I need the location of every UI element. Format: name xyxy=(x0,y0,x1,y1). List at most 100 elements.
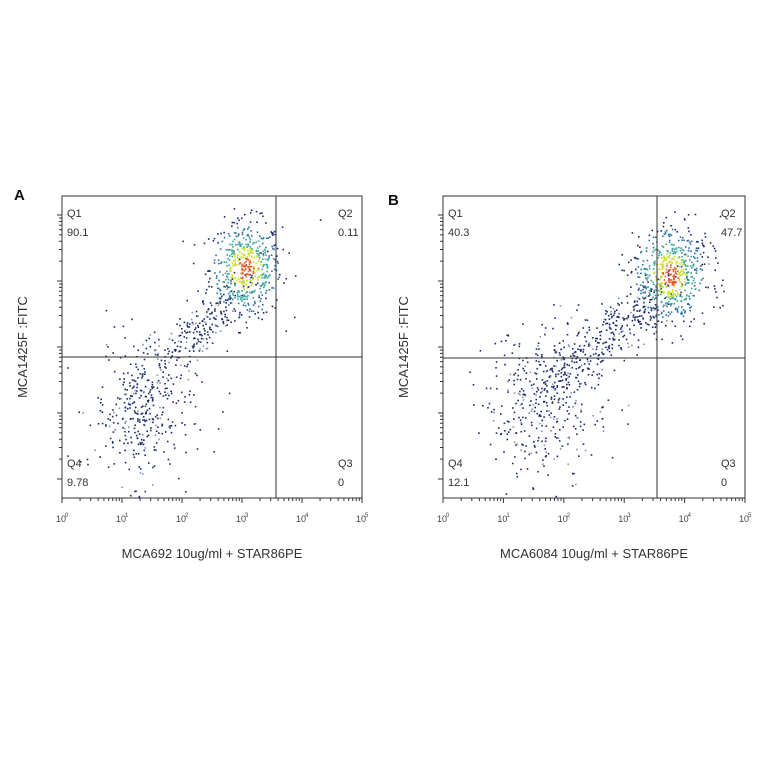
scatter-point xyxy=(229,280,232,282)
scatter-point xyxy=(262,237,264,240)
scatter-point xyxy=(579,383,581,385)
scatter-point xyxy=(689,292,692,294)
scatter-point xyxy=(137,420,139,422)
x-tick-label: 10 xyxy=(296,514,306,524)
scatter-point xyxy=(592,337,594,339)
scatter-point xyxy=(144,424,146,427)
scatter-point xyxy=(254,289,256,292)
scatter-point xyxy=(537,389,540,391)
scatter-point xyxy=(572,352,574,355)
scatter-point xyxy=(144,447,146,449)
scatter-point xyxy=(613,314,615,317)
scatter-point xyxy=(184,330,186,332)
scatter-point xyxy=(637,258,640,260)
quadrant-value: 40.3 xyxy=(448,227,469,239)
scatter-point xyxy=(575,357,577,360)
scatter-point xyxy=(596,327,598,329)
scatter-point xyxy=(671,258,673,260)
scatter-point xyxy=(689,241,691,243)
scatter-point xyxy=(169,425,171,427)
scatter-point xyxy=(678,239,680,242)
scatter-point xyxy=(97,423,100,425)
scatter-point xyxy=(515,402,517,405)
scatter-point xyxy=(125,438,127,441)
scatter-point xyxy=(678,278,681,280)
scatter-point xyxy=(176,359,178,361)
scatter-point xyxy=(87,463,89,466)
scatter-point xyxy=(123,442,125,445)
scatter-point xyxy=(234,294,236,297)
scatter-point xyxy=(663,222,665,224)
scatter-point xyxy=(263,284,266,287)
scatter-point xyxy=(136,390,138,392)
scatter-point xyxy=(192,262,195,265)
scatter-point xyxy=(575,377,578,379)
scatter-point xyxy=(629,331,631,334)
scatter-point xyxy=(622,317,624,319)
scatter-point xyxy=(626,302,629,304)
scatter-point xyxy=(239,331,241,334)
scatter-point xyxy=(183,336,186,338)
scatter-point xyxy=(194,337,197,340)
scatter-point xyxy=(665,263,668,265)
scatter-point xyxy=(674,271,677,273)
scatter-point xyxy=(671,228,674,231)
scatter-point xyxy=(105,355,107,358)
scatter-point xyxy=(232,251,235,253)
scatter-point xyxy=(249,278,251,281)
scatter-point xyxy=(86,458,89,461)
scatter-point xyxy=(276,255,278,257)
scatter-point xyxy=(608,318,611,320)
scatter-point xyxy=(218,279,220,282)
scatter-point xyxy=(133,386,135,388)
scatter-point xyxy=(684,263,686,266)
scatter-point xyxy=(602,342,604,345)
scatter-point xyxy=(232,310,234,312)
scatter-point xyxy=(129,363,132,366)
scatter-point xyxy=(248,291,251,294)
scatter-point xyxy=(562,404,564,406)
scatter-point xyxy=(250,265,253,268)
scatter-point xyxy=(654,323,656,325)
scatter-point xyxy=(537,403,540,406)
scatter-point xyxy=(582,369,584,371)
scatter-point xyxy=(683,261,685,263)
scatter-point xyxy=(166,392,169,395)
scatter-point xyxy=(689,298,691,300)
scatter-point xyxy=(151,386,153,388)
scatter-point xyxy=(658,250,661,252)
scatter-point xyxy=(276,247,279,250)
scatter-point xyxy=(162,406,165,409)
scatter-point xyxy=(246,258,248,261)
scatter-point xyxy=(636,300,639,303)
scatter-point xyxy=(618,316,620,319)
scatter-point xyxy=(577,348,579,351)
scatter-point xyxy=(649,315,652,318)
scatter-point xyxy=(644,291,646,293)
scatter-point xyxy=(703,263,706,265)
scatter-point xyxy=(642,306,645,308)
scatter-point xyxy=(183,401,186,403)
scatter-point xyxy=(230,297,232,299)
scatter-point xyxy=(679,271,682,273)
scatter-point xyxy=(234,260,237,263)
scatter-point xyxy=(601,348,603,351)
scatter-point xyxy=(526,361,529,364)
scatter-point xyxy=(216,292,219,294)
scatter-point xyxy=(674,267,676,269)
scatter-point xyxy=(236,254,239,256)
scatter-point xyxy=(600,361,602,363)
scatter-point xyxy=(668,260,670,263)
scatter-point xyxy=(241,267,244,270)
scatter-point xyxy=(714,269,716,272)
scatter-point xyxy=(668,235,671,237)
scatter-point xyxy=(586,331,588,334)
scatter-point xyxy=(665,324,667,327)
scatter-point xyxy=(495,375,498,377)
scatter-point xyxy=(159,392,162,395)
scatter-point xyxy=(181,422,183,424)
scatter-point xyxy=(522,359,524,362)
scatter-point xyxy=(241,277,244,280)
scatter-point xyxy=(478,432,480,434)
scatter-point xyxy=(232,298,234,301)
